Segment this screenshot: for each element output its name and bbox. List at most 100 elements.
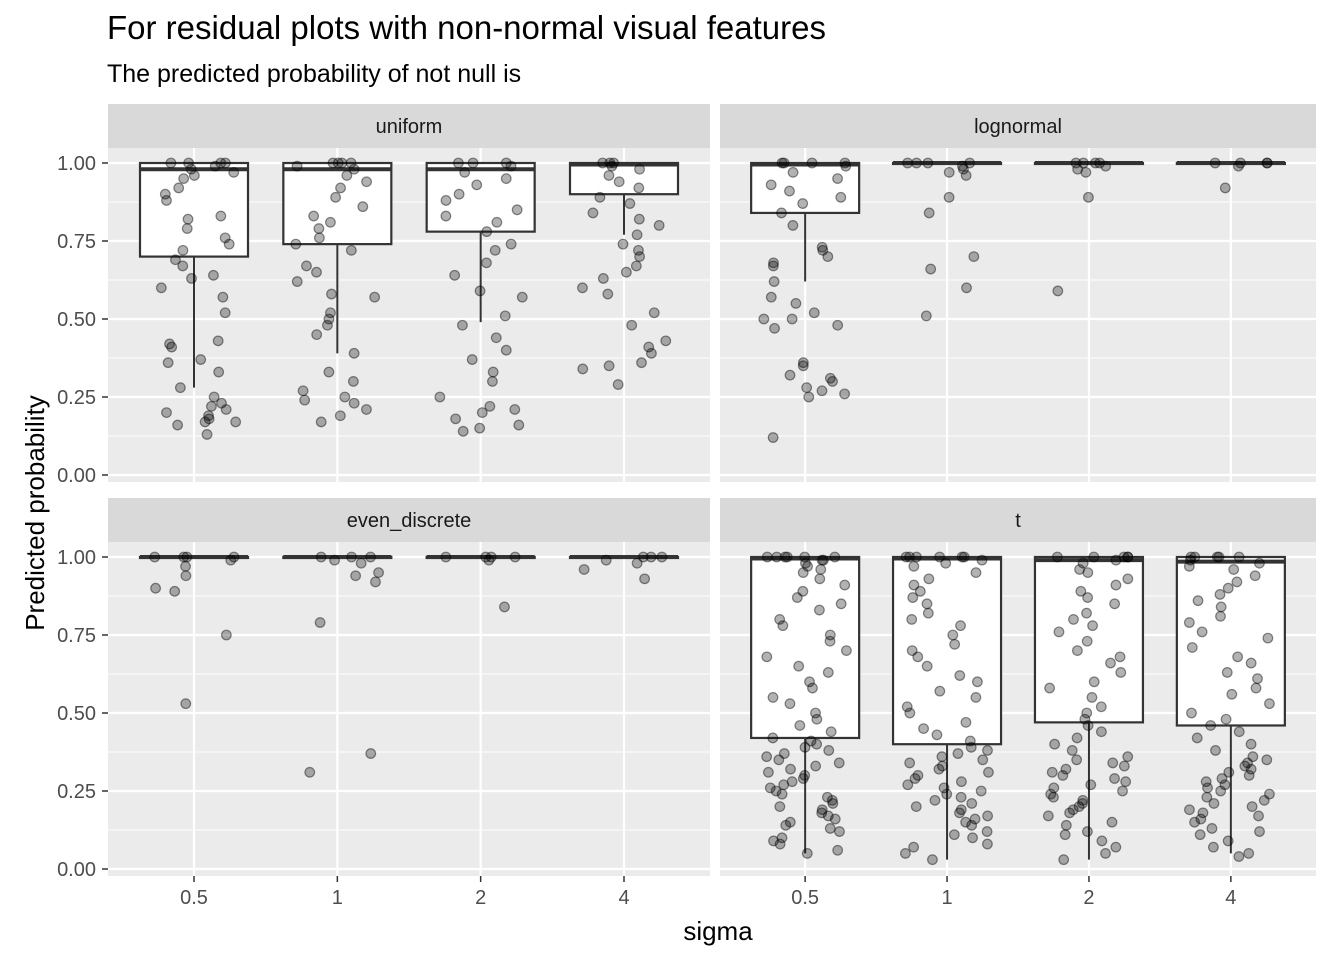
data-point — [954, 670, 966, 681]
data-point — [499, 601, 510, 613]
data-point — [922, 607, 934, 619]
data-point — [816, 385, 828, 397]
data-point — [1261, 157, 1273, 169]
data-point — [834, 826, 845, 837]
data-point — [1261, 754, 1273, 766]
data-point — [481, 226, 493, 238]
data-point — [373, 567, 384, 578]
data-point — [301, 260, 312, 272]
data-point — [1196, 626, 1208, 638]
data-point — [1071, 732, 1083, 744]
data-point — [822, 251, 834, 263]
data-point — [1048, 782, 1060, 794]
data-point — [228, 166, 240, 178]
data-point — [474, 285, 486, 297]
data-point — [453, 188, 465, 200]
facet-strip — [108, 104, 710, 148]
data-point — [578, 564, 590, 575]
data-point — [811, 738, 823, 750]
box — [750, 555, 861, 740]
data-point — [1254, 826, 1265, 837]
facet-strip-label: uniform — [376, 116, 443, 138]
boxplot-0.5 — [750, 555, 861, 854]
data-point — [1110, 554, 1122, 566]
x-axis-title: sigma — [683, 916, 753, 946]
data-point — [955, 791, 967, 803]
data-point — [803, 391, 815, 403]
data-point — [904, 551, 915, 563]
data-point — [1223, 766, 1235, 778]
data-point — [1115, 667, 1127, 678]
data-point — [823, 745, 835, 756]
data-point — [816, 241, 828, 253]
data-point — [921, 598, 933, 610]
data-point — [183, 157, 195, 169]
data-point — [491, 216, 503, 228]
data-point — [637, 551, 649, 563]
data-point — [810, 760, 822, 772]
points-1 — [900, 551, 994, 866]
data-point — [761, 651, 773, 663]
boxplot-2 — [1033, 555, 1145, 860]
x-tick-label: 4 — [1225, 887, 1236, 909]
data-point — [779, 551, 791, 563]
points-2 — [434, 157, 528, 437]
data-point — [1122, 551, 1134, 563]
data-point — [347, 376, 359, 387]
data-point — [1215, 785, 1227, 797]
data-point — [587, 207, 599, 219]
data-point — [1122, 551, 1134, 563]
data-point — [1262, 632, 1274, 644]
data-point — [1245, 763, 1257, 775]
data-point — [814, 573, 826, 585]
data-point — [829, 551, 841, 563]
data-point — [912, 651, 924, 663]
data-point — [802, 560, 813, 572]
data-point — [767, 432, 779, 443]
data-point — [1245, 738, 1257, 750]
box — [1033, 555, 1145, 724]
data-point — [774, 614, 786, 625]
box — [1175, 555, 1286, 727]
box — [750, 161, 861, 215]
data-point — [365, 551, 376, 563]
data-point — [1261, 157, 1273, 169]
x-tick-label: 0.5 — [180, 887, 208, 909]
data-point — [361, 176, 372, 188]
data-point — [1042, 810, 1054, 822]
data-point — [1197, 807, 1209, 819]
data-point — [1060, 763, 1072, 775]
data-point — [474, 422, 486, 434]
data-point — [291, 276, 303, 287]
y-tick-label: 0.75 — [57, 231, 96, 253]
data-point — [778, 748, 790, 759]
data-point — [1077, 794, 1089, 806]
data-point — [1189, 816, 1200, 828]
facet-uniform: uniform 0.00 0.25 0.50 0.75 1.00 — [57, 104, 710, 487]
data-point — [335, 182, 346, 194]
data-point — [1072, 163, 1084, 175]
data-point — [787, 166, 799, 178]
data-point — [797, 360, 809, 372]
data-point — [1122, 573, 1134, 585]
data-point — [767, 260, 779, 272]
data-point — [900, 848, 911, 859]
data-point — [806, 157, 818, 169]
data-point — [1184, 804, 1195, 816]
data-point — [1245, 657, 1257, 669]
data-point — [164, 338, 175, 350]
data-point — [1239, 760, 1251, 772]
data-point — [797, 198, 809, 209]
data-point — [786, 313, 798, 325]
data-point — [1082, 567, 1094, 578]
data-point — [797, 567, 809, 578]
data-point — [361, 404, 372, 415]
points-1 — [304, 551, 384, 778]
data-point — [1109, 773, 1120, 784]
data-point — [910, 801, 922, 812]
data-point — [920, 310, 932, 322]
data-point — [799, 551, 811, 563]
data-point — [1064, 807, 1076, 819]
data-point — [784, 816, 796, 828]
